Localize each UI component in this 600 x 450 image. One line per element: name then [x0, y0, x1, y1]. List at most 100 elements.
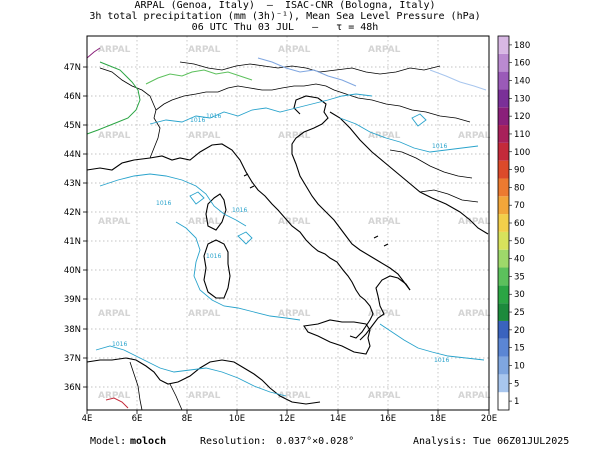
colorbar-label: 100	[514, 148, 530, 158]
map-frame	[86, 35, 490, 411]
colorbar-label: 40	[514, 255, 525, 265]
colorbar-label: 120	[514, 112, 530, 122]
coastline-sicily	[303, 319, 371, 355]
colorbar-label: 140	[514, 77, 530, 87]
watermark-text: ARPAL	[188, 131, 221, 141]
coastline-layer	[86, 95, 489, 405]
colorbar-segment	[498, 338, 509, 357]
precip-contour-balkans	[429, 69, 487, 91]
isobar-north	[149, 93, 373, 125]
colorbar-segment	[498, 285, 509, 304]
colorbar-label: 90	[514, 166, 525, 176]
precip-contour-alps-east	[257, 57, 357, 87]
watermark-text: ARPAL	[368, 391, 401, 401]
colorbar-segment	[498, 231, 509, 250]
lon-label: 6E	[132, 414, 143, 424]
watermark-text: ARPAL	[278, 45, 311, 55]
isobar-adriatic	[339, 117, 479, 153]
colorbar-label: 30	[514, 290, 525, 300]
isobar-label: 1016	[190, 117, 205, 124]
watermark-text: ARPAL	[188, 217, 221, 227]
colorbar-segment	[498, 160, 509, 179]
watermark-text: ARPAL	[98, 131, 131, 141]
coastline-north-mediterranean	[86, 143, 374, 339]
border-africa	[129, 361, 183, 411]
colorbar-segment	[498, 53, 509, 72]
model-label: Model:	[90, 436, 127, 447]
title-line-2: 3h total precipitation (mm (3h)⁻¹), Mean…	[89, 11, 481, 22]
colorbar-segment	[498, 214, 509, 232]
coastline-islands	[243, 173, 389, 247]
axis-labels: 4E 6E 8E 10E 12E 14E 16E 18E 20E 47N 46N 45N 44N 43N 4…	[64, 63, 497, 424]
colorbar-segment	[498, 392, 509, 410]
lon-label: 20E	[481, 414, 497, 424]
watermark-text: ARPAL	[368, 217, 401, 227]
colorbar-label: 5	[514, 379, 519, 389]
colorbar-segment	[498, 142, 509, 161]
colorbar-label: 15	[514, 344, 525, 354]
colorbar-segment	[498, 267, 509, 286]
watermark-text: ARPAL	[278, 131, 311, 141]
colorbar-label: 180	[514, 41, 530, 51]
coastline-north-africa	[86, 357, 321, 405]
title-line-3: 06 UTC Thu 03 JUL – τ = 48h	[191, 22, 379, 33]
analysis-label: Analysis:	[413, 436, 468, 447]
lon-label: 12E	[279, 414, 295, 424]
map-graticule	[87, 36, 489, 410]
colorbar-label: 10	[514, 361, 525, 371]
map-plot-area: ARPAL ARPAL ARPAL ARPAL ARPAL ARPAL ARPAL ARPAL…	[64, 35, 497, 424]
colorbar-segment	[498, 249, 509, 268]
isobar-layer	[95, 93, 485, 397]
colorbar-segment	[498, 178, 509, 197]
lon-label: 8E	[182, 414, 193, 424]
lon-label: 4E	[82, 414, 93, 424]
border-alps	[149, 83, 335, 159]
watermark-text: ARPAL	[278, 309, 311, 319]
isobar-label: 1016	[206, 113, 221, 120]
colorbar-segment	[498, 374, 509, 393]
colorbar-label: 1	[514, 397, 519, 407]
watermark-text: ARPAL	[188, 309, 221, 319]
lat-label: 39N	[64, 295, 81, 305]
lon-label: 16E	[380, 414, 396, 424]
coastline-corsica	[205, 193, 227, 231]
precip-contour-corner-nw	[86, 47, 101, 59]
watermark-text: ARPAL	[278, 217, 311, 227]
watermark-text: ARPAL	[98, 309, 131, 319]
isobar-ligurian	[99, 173, 247, 227]
isobar-ionian	[379, 323, 485, 361]
watermark-text: ARPAL	[278, 391, 311, 401]
colorbar-label: 20	[514, 326, 525, 336]
coastline-calabria-ionian	[359, 275, 411, 341]
coastline-sardinia	[203, 239, 231, 299]
colorbar-segment	[498, 107, 509, 126]
isobar-label: 1016	[156, 200, 171, 207]
coastline-apulia-adriatic	[291, 95, 411, 291]
colorbar-label: 35	[514, 272, 525, 282]
colorbar-segment	[498, 36, 509, 54]
colorbar-segment	[498, 89, 509, 108]
watermark-text: ARPAL	[368, 45, 401, 55]
border-balkans	[333, 89, 479, 203]
colorbar-label: 50	[514, 237, 525, 247]
isobar-tyrrhenian	[175, 221, 301, 321]
precip-contour-alps-central	[145, 69, 253, 85]
lat-label: 38N	[64, 325, 81, 335]
isobar-label: 1016	[232, 207, 247, 214]
colorbar-label: 160	[514, 59, 530, 69]
lon-label: 18E	[430, 414, 446, 424]
isobar-small-loops	[189, 113, 427, 245]
title-line-1: ARPAL (Genoa, Italy) – ISAC-CNR (Bologna…	[134, 0, 436, 11]
watermark-text: ARPAL	[458, 131, 491, 141]
lat-label: 40N	[64, 266, 81, 276]
lat-label: 36N	[64, 383, 81, 393]
precip-contour-alps-west	[86, 61, 141, 135]
lat-label: 37N	[64, 354, 81, 364]
resolution-label: Resolution:	[200, 436, 267, 447]
model-value: moloch	[130, 436, 167, 447]
watermark-text: ARPAL	[368, 131, 401, 141]
colorbar-label: 60	[514, 219, 525, 229]
border-central-europe	[99, 61, 441, 111]
watermark-text: ARPAL	[98, 217, 131, 227]
